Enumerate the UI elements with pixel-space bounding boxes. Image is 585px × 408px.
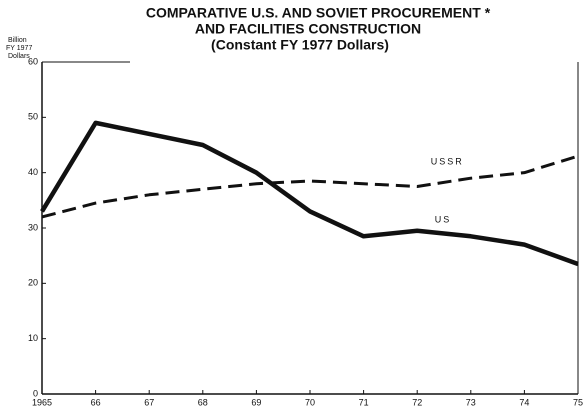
y-axis-label: Billion xyxy=(8,37,27,44)
x-tick-label: 70 xyxy=(305,397,315,407)
y-tick-label: 60 xyxy=(28,56,38,66)
x-tick-label: 1965 xyxy=(32,397,52,407)
x-tick-label: 67 xyxy=(144,397,154,407)
series-line xyxy=(41,154,579,219)
y-axis-label: FY 1977 xyxy=(6,45,32,52)
x-tick-label: 75 xyxy=(573,397,583,407)
y-tick-label: 50 xyxy=(28,112,38,122)
x-tick-label: 68 xyxy=(198,397,208,407)
x-tick-label: 66 xyxy=(91,397,101,407)
y-tick-label: 30 xyxy=(28,222,38,232)
y-tick-label: 0 xyxy=(33,388,38,398)
series-label: USSR xyxy=(431,157,464,167)
y-tick-label: 10 xyxy=(28,333,38,343)
x-tick-label: 72 xyxy=(412,397,422,407)
series-line xyxy=(40,120,579,267)
chart-title: COMPARATIVE U.S. AND SOVIET PROCUREMENT … xyxy=(146,5,491,21)
y-tick-label: 40 xyxy=(28,167,38,177)
chart-title: AND FACILITIES CONSTRUCTION xyxy=(195,21,421,37)
x-tick-label: 71 xyxy=(359,397,369,407)
y-axis-label: Dollars xyxy=(8,53,30,60)
x-tick-label: 74 xyxy=(519,397,529,407)
series-label: US xyxy=(435,215,452,225)
x-tick-label: 73 xyxy=(466,397,476,407)
chart-subtitle: (Constant FY 1977 Dollars) xyxy=(211,37,389,53)
x-tick-label: 69 xyxy=(251,397,261,407)
y-tick-label: 20 xyxy=(28,278,38,288)
